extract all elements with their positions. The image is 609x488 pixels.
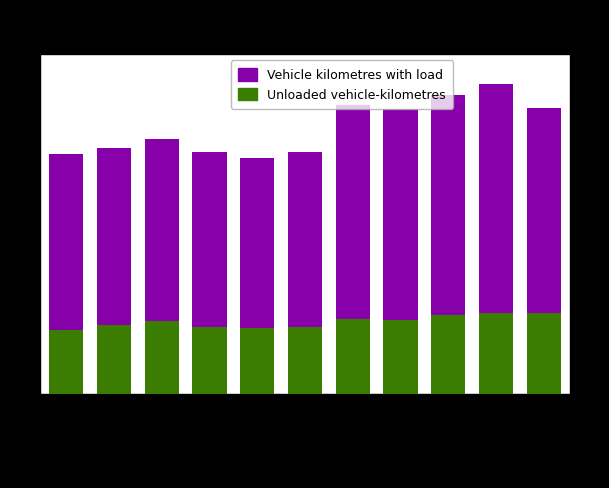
Bar bbox=[383, 109, 418, 320]
Bar bbox=[527, 109, 561, 314]
Bar bbox=[144, 322, 179, 394]
Bar bbox=[97, 325, 131, 394]
Bar bbox=[288, 327, 322, 394]
Bar bbox=[144, 140, 179, 322]
Bar bbox=[240, 159, 275, 329]
Bar bbox=[431, 315, 465, 394]
Bar bbox=[431, 96, 465, 315]
Bar bbox=[240, 329, 275, 394]
Bar bbox=[192, 152, 227, 327]
Bar bbox=[336, 106, 370, 319]
Bar bbox=[49, 154, 83, 330]
Bar bbox=[49, 330, 83, 394]
Bar bbox=[288, 153, 322, 327]
Bar bbox=[97, 148, 131, 325]
Bar bbox=[479, 85, 513, 313]
Bar bbox=[527, 314, 561, 394]
Bar bbox=[192, 327, 227, 394]
Bar bbox=[336, 319, 370, 394]
Legend: Vehicle kilometres with load, Unloaded vehicle-kilometres: Vehicle kilometres with load, Unloaded v… bbox=[231, 61, 453, 109]
Bar bbox=[479, 313, 513, 394]
Bar bbox=[383, 320, 418, 394]
